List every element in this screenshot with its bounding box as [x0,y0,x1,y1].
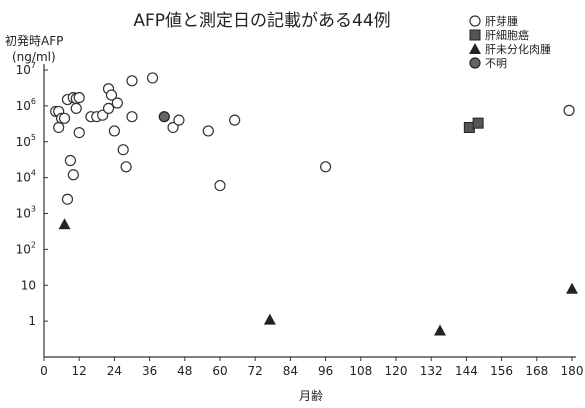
x-axis-label: 月齢 [299,388,323,403]
axes [43,64,576,358]
x-tick-label: 60 [212,364,227,378]
legend-label: 不明 [485,57,507,70]
x-tick-label: 36 [142,364,157,378]
x-tick-label: 120 [385,364,408,378]
y-tick-label: 1 [28,314,36,328]
data-point [214,179,226,192]
data-point [61,193,74,205]
x-tick-label: 96 [318,364,333,378]
data-point [58,218,71,230]
data-point [167,121,179,134]
data-point [73,92,85,104]
data-point [117,144,129,156]
x-tick-label: 156 [490,364,513,378]
x-tick-label: 108 [349,364,372,378]
data-point [111,97,123,109]
legend-label: 肝未分化肉腫 [485,42,551,56]
x-tick-label: 144 [455,364,478,378]
data-point [434,324,446,336]
data-point [158,111,170,123]
data-point [202,125,214,137]
x-tick-label: 48 [177,364,192,378]
legend-marker [469,15,481,27]
y-axis-label-line1: 初発時AFP [5,34,63,48]
x-tick-labels: 0 12 24 36 48 60 72 84 96 108 120 132 144 156 168 180 [40,357,583,378]
data-point [126,75,138,87]
data-point [67,169,79,181]
data-points [50,72,578,336]
data-point [70,102,82,115]
x-tick-label: 168 [525,364,548,378]
y-tick-label: 104 [16,169,36,185]
legend-marker [469,29,481,41]
y-axis-label-line2: (ng/ml) [12,50,56,64]
legend-marker [469,57,481,69]
legend-label: 肝細胞癌 [485,28,529,42]
x-tick-label: 0 [40,364,48,378]
x-tick-label: 180 [561,364,584,378]
x-tick-label: 12 [72,364,87,378]
y-tick-label: 10 [21,278,36,292]
x-tick-label: 24 [107,364,122,378]
data-point [472,117,484,129]
y-tick-label: 105 [16,133,36,149]
data-point [229,114,241,126]
data-point [73,126,85,139]
data-point [146,72,159,84]
y-tick-label: 106 [16,97,36,113]
legend-label: 肝芽腫 [485,14,518,28]
data-point [108,125,121,137]
data-point [173,114,185,126]
data-point [126,111,138,123]
data-point [563,104,575,116]
data-point [58,112,71,124]
data-point [53,121,65,134]
data-point [320,161,332,173]
x-tick-label: 84 [283,364,298,378]
y-tick-label: 107 [16,61,36,77]
data-point [120,161,132,173]
legend-marker [469,43,481,54]
chart-title: AFP値と測定日の記載がある44例 [133,11,390,31]
x-tick-label: 132 [420,364,443,378]
data-point [105,89,118,101]
data-point [263,313,276,325]
y-tick-label: 103 [16,205,36,221]
data-point [566,282,578,294]
data-point [102,102,115,115]
y-tick-label: 102 [16,240,36,256]
x-tick-label: 72 [248,364,263,378]
data-point [64,154,77,167]
